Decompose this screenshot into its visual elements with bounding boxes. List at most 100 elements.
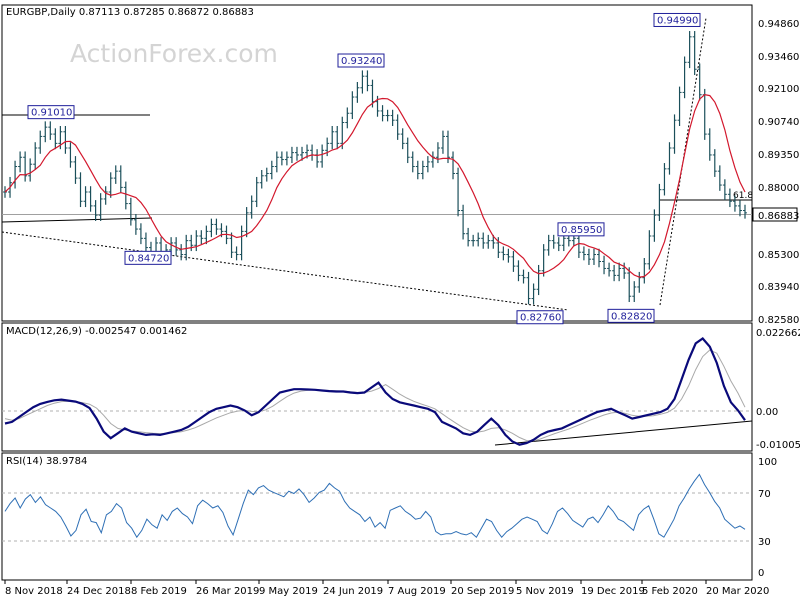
price-bar	[78, 172, 83, 208]
price-annotation-label: 0.82820	[611, 311, 652, 322]
x-tick: 8 Nov 2018	[4, 580, 63, 597]
price-y-tick: 0.83940	[758, 282, 799, 293]
price-bar	[531, 283, 536, 305]
x-tick: 5 Feb 2020	[641, 580, 698, 597]
price-bar	[209, 218, 214, 238]
price-y-tick: 0.82580	[758, 315, 799, 326]
price-bar	[642, 258, 647, 284]
price-bar	[300, 146, 305, 161]
price-bar	[355, 81, 360, 103]
price-annotation-label: 0.93240	[341, 56, 382, 67]
price-bar	[743, 204, 747, 219]
price-bar	[259, 170, 264, 189]
price-y-tick: 0.89350	[758, 150, 799, 161]
price-bar	[138, 223, 143, 245]
lower-channel-dotted	[1, 231, 569, 311]
x-tick-label: 5 Nov 2019	[516, 586, 574, 597]
price-bar	[541, 244, 546, 277]
price-bar	[481, 232, 486, 249]
moving-average-line	[4, 94, 746, 278]
price-bar	[692, 31, 697, 76]
price-bar	[687, 31, 692, 69]
support-trend-line	[1, 217, 153, 223]
price-y-axis: 0.94860 0.93460 0.92100 0.90740 0.89350 …	[758, 19, 799, 326]
price-bar	[576, 232, 581, 259]
price-bar	[581, 246, 586, 261]
price-bar	[43, 121, 48, 143]
price-bar	[637, 271, 642, 293]
price-annotation: 0.85950	[557, 222, 605, 237]
price-bar	[526, 271, 531, 305]
price-bar	[179, 244, 184, 261]
price-bar	[83, 186, 88, 208]
price-bar	[385, 109, 390, 122]
macd-y-tick: 0.022662	[756, 328, 800, 339]
price-bar	[476, 232, 481, 247]
price-bar	[445, 130, 450, 164]
price-bar	[405, 137, 410, 164]
price-annotation: 0.82820	[607, 308, 655, 323]
price-bar	[345, 107, 350, 129]
rsi-line	[4, 473, 746, 539]
macd-series-layer	[4, 337, 746, 446]
price-bar	[501, 246, 506, 261]
price-bar	[229, 232, 234, 259]
macd-title: MACD(12,26,9) -0.002547 0.001462	[6, 326, 187, 337]
price-bar	[632, 281, 637, 303]
price-annotation-label: 0.84720	[128, 253, 169, 264]
price-bar	[123, 181, 128, 210]
price-annotation: 0.93240	[337, 53, 385, 68]
price-bar	[602, 255, 607, 275]
price-annotation-label: 0.82760	[520, 313, 561, 324]
price-bar	[320, 144, 325, 168]
price-bar	[53, 128, 58, 150]
price-bar	[113, 165, 118, 184]
price-bar	[199, 230, 204, 245]
rsi-y-axis: 100 70 30 0	[758, 457, 777, 579]
price-bar	[234, 246, 239, 261]
price-bar	[194, 230, 199, 252]
moving-average-layer	[4, 94, 746, 278]
price-y-tick: 0.94860	[758, 19, 799, 30]
price-bar	[486, 234, 491, 249]
price-annotation-label: 0.91010	[31, 108, 72, 119]
price-y-tick: 0.93460	[758, 52, 799, 63]
price-bar	[451, 151, 456, 180]
price-bar	[133, 214, 138, 235]
price-bar	[722, 179, 727, 201]
price-bar	[244, 207, 249, 238]
price-bar	[546, 234, 551, 256]
price-bar	[672, 114, 677, 154]
price-bar	[516, 260, 521, 282]
x-tick: 19 Dec 2019	[580, 580, 645, 597]
price-bar	[440, 130, 445, 154]
rsi-series-layer	[4, 473, 746, 539]
x-tick: 24 Jun 2019	[322, 580, 383, 597]
price-bar	[143, 232, 148, 254]
current-price-label: 0.86883	[758, 211, 799, 222]
x-tick: 24 Dec 2018	[66, 580, 131, 597]
price-bar	[88, 186, 93, 212]
x-tick: 5 Nov 2019	[515, 580, 574, 597]
price-bar	[365, 70, 370, 92]
price-bar	[294, 146, 299, 161]
price-bar	[556, 237, 561, 252]
price-bar	[667, 142, 672, 175]
price-bar	[214, 218, 219, 235]
price-bar	[289, 146, 294, 164]
price-annotation-label: 0.85950	[561, 225, 602, 236]
price-bar	[239, 225, 244, 261]
price-bar	[617, 262, 622, 282]
price-bar	[591, 248, 596, 265]
rsi-y-tick: 100	[758, 457, 777, 468]
x-tick: 20 Mar 2020	[705, 580, 769, 597]
price-bar	[400, 128, 405, 150]
price-bar	[108, 172, 113, 198]
price-bar	[727, 188, 732, 208]
price-bar	[647, 230, 652, 270]
price-bar	[249, 195, 254, 219]
price-bar	[335, 125, 340, 150]
price-bar	[274, 151, 279, 173]
price-bar	[456, 167, 461, 217]
price-y-tick: 0.90740	[758, 117, 799, 128]
